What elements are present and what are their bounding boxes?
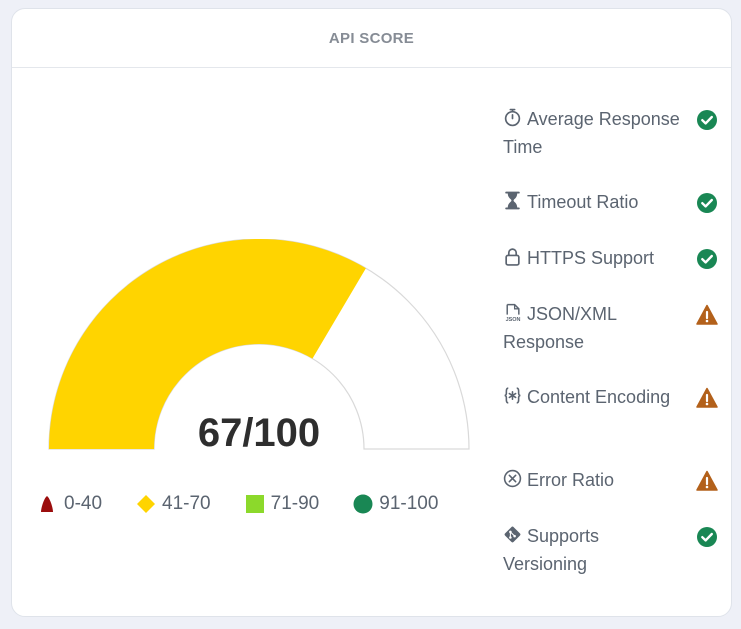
metric-label: Error Ratio <box>503 466 683 494</box>
check-circle-icon <box>697 527 717 547</box>
warning-triangle-icon <box>696 387 718 408</box>
metric-label: Average Response Time <box>503 105 683 161</box>
legend-label: 71-90 <box>270 493 320 514</box>
legend-label: 41-70 <box>162 493 211 514</box>
metric-label-text: Supports Versioning <box>503 526 600 574</box>
braces-asterisk-icon <box>504 387 521 404</box>
api-score-card: API SCORE 67/100 0-40 41-70 71-90 91-100 Av… <box>11 8 732 617</box>
metric-label-text: JSON/XML Response <box>503 304 617 352</box>
metric-label-text: Content Encoding <box>527 387 671 407</box>
legend-item-0-40: 0-40 <box>38 493 102 515</box>
legend-item-91-100: 91-100 <box>353 493 438 515</box>
svg-text:JSON: JSON <box>506 317 521 322</box>
score-legend: 0-40 41-70 71-90 91-100 <box>38 493 438 515</box>
lock-icon <box>505 248 520 266</box>
check-circle-icon <box>697 110 717 130</box>
warning-triangle-icon <box>696 470 718 491</box>
circle-icon <box>353 494 373 514</box>
metric-label: JSON JSON/XML Response <box>503 300 683 356</box>
legend-label: 91-100 <box>379 493 439 514</box>
diamond-icon <box>137 495 156 513</box>
metric-label: HTTPS Support <box>503 244 683 272</box>
check-circle-icon <box>697 193 717 213</box>
hourglass-icon <box>505 191 520 210</box>
git-icon <box>504 526 521 543</box>
metric-label-text: Average Response Time <box>503 109 680 157</box>
legend-label: 0-40 <box>64 493 103 514</box>
metric-label-text: HTTPS Support <box>527 248 655 268</box>
triangle-icon <box>41 496 53 512</box>
check-circle-icon <box>697 249 717 269</box>
legend-item-41-70: 41-70 <box>136 493 211 515</box>
metric-label-text: Timeout Ratio <box>527 192 639 212</box>
json-file-icon: JSON <box>506 303 521 322</box>
score-value: 67/100 <box>197 411 321 455</box>
gauge-fill <box>49 239 366 449</box>
metric-label: Supports Versioning <box>503 522 683 578</box>
warning-triangle-icon <box>696 304 718 325</box>
stopwatch-icon <box>504 108 521 127</box>
card-header: API SCORE <box>12 9 731 68</box>
legend-item-71-90: 71-90 <box>245 493 320 515</box>
square-icon <box>245 495 264 513</box>
card-title: API SCORE <box>328 29 415 47</box>
metric-label-text: Error Ratio <box>527 470 615 490</box>
score-gauge <box>48 239 470 450</box>
metric-label: Content Encoding <box>503 383 683 411</box>
x-circle-icon <box>503 469 522 488</box>
metric-label: Timeout Ratio <box>503 188 683 216</box>
